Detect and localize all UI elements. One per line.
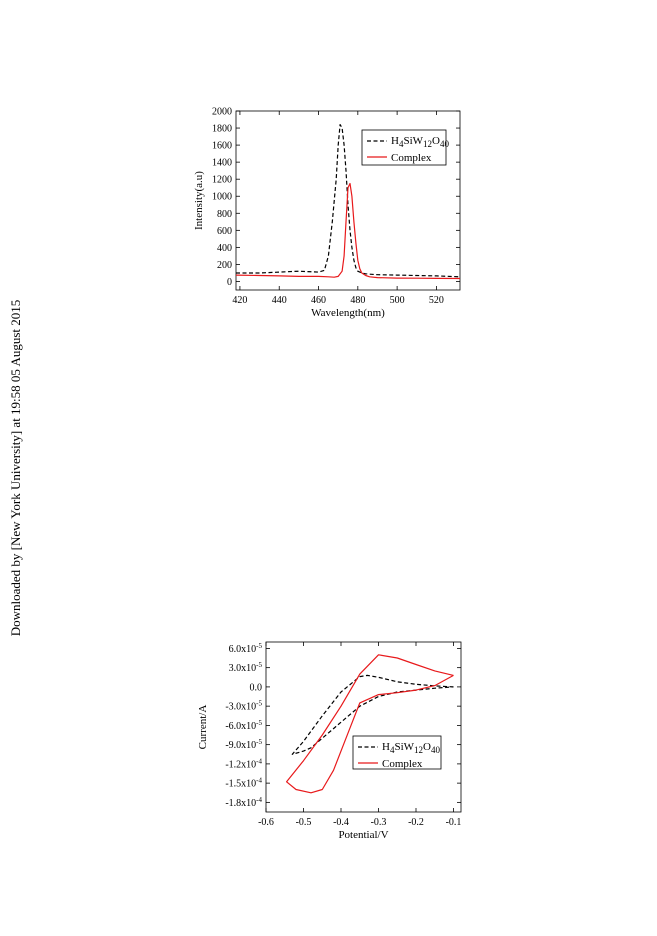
- series-line-h4siw12o40: [236, 123, 460, 278]
- x-tick-label: -0.2: [408, 817, 424, 828]
- x-tick-label: 420: [232, 295, 247, 306]
- legend-box: [361, 129, 447, 166]
- x-tick-label: 500: [390, 295, 405, 306]
- x-tick-label: -0.1: [446, 817, 462, 828]
- y-tick-label: 400: [217, 243, 232, 254]
- y-tick-label: 3.0x10-5: [229, 661, 263, 674]
- x-tick-label: 440: [272, 295, 287, 306]
- plot-frame: [235, 110, 461, 291]
- series-line-complex: [286, 654, 454, 794]
- x-tick-label: 520: [429, 295, 444, 306]
- series-line-h4siw12o40: [291, 674, 454, 755]
- y-tick-label: -1.8x10-4: [225, 796, 262, 809]
- legend-label: H4SiW12O40: [382, 741, 440, 755]
- y-tick-label: 6.0x10-5: [229, 642, 263, 655]
- y-tick-label: -1.2x10-4: [225, 757, 262, 770]
- y-axis-label: Intensity(a.u): [193, 171, 205, 230]
- x-tick-label: -0.6: [258, 817, 274, 828]
- chart-1: 420 440 460 480 500 520 0 200 400 600 800 1000 1200 1…: [193, 107, 461, 319]
- y-tick-label: 1400: [212, 158, 232, 169]
- y-axis-label: Current/A: [197, 705, 209, 750]
- y-tick-label: 800: [217, 209, 232, 220]
- y-tick-label: 1200: [212, 175, 232, 186]
- x-tick-label: 480: [350, 295, 365, 306]
- y-tick-label: 1000: [212, 192, 232, 203]
- chart-2: -0.6 -0.5 -0.4 -0.3 -0.2 -0.1 6.0x10-5 3.0x10-5…: [197, 641, 462, 841]
- y-tick-label: 600: [217, 226, 232, 237]
- x-tick-label: 460: [311, 295, 326, 306]
- x-tick-label: -0.5: [296, 817, 312, 828]
- y-tick-label: 1600: [212, 141, 232, 152]
- y-tick-label: -6.0x10-5: [225, 719, 262, 732]
- y-tick-label: 0.0: [250, 682, 263, 693]
- series-line-complex: [236, 182, 460, 280]
- x-axis-label: Wavelength(nm): [311, 307, 385, 319]
- y-tick-label: -1.5x10-4: [225, 777, 262, 790]
- legend-label: Complex: [382, 758, 423, 770]
- y-tick-label: 200: [217, 260, 232, 271]
- y-tick-label: 1800: [212, 124, 232, 135]
- y-tick-label: 0: [227, 277, 232, 288]
- y-tick-label: -9.0x10-5: [225, 738, 262, 751]
- legend-label: Complex: [391, 152, 432, 164]
- plot-frame: [265, 641, 462, 813]
- x-axis-label: Potential/V: [338, 829, 388, 841]
- x-tick-label: -0.4: [333, 817, 349, 828]
- legend-label: H4SiW12O40: [391, 135, 449, 149]
- x-tick-label: -0.3: [371, 817, 387, 828]
- y-tick-label: -3.0x10-5: [225, 700, 262, 713]
- y-tick-label: 2000: [212, 107, 232, 118]
